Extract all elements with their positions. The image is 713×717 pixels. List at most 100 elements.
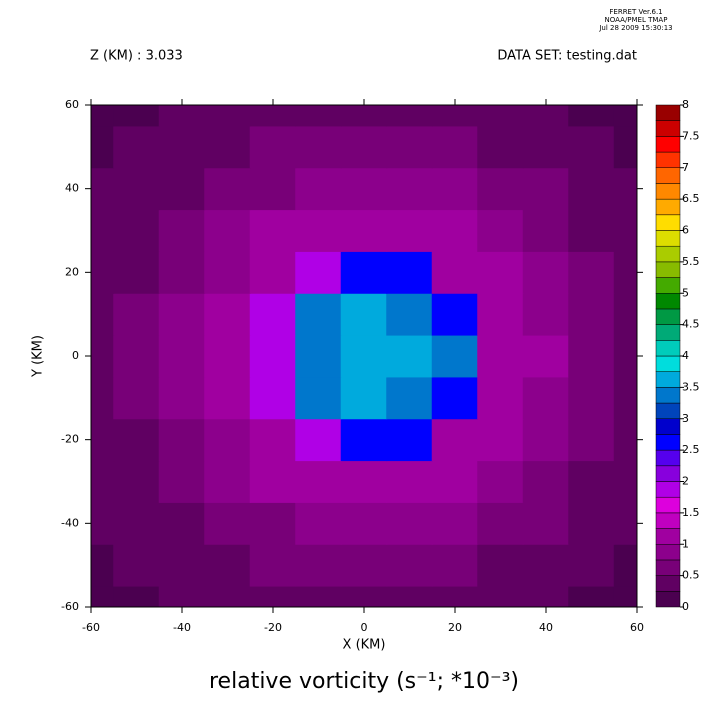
colorbar-swatch bbox=[655, 277, 681, 294]
contour-cell bbox=[249, 585, 297, 607]
contour-cell bbox=[477, 334, 524, 378]
colorbar-tick-label: 1 bbox=[682, 537, 689, 550]
contour-cell bbox=[522, 105, 570, 127]
colorbar-tick-label: 6 bbox=[682, 224, 689, 237]
contour-cell bbox=[113, 418, 160, 462]
contour-cell bbox=[613, 418, 637, 462]
contour-cell bbox=[477, 376, 524, 420]
contour-cell bbox=[522, 585, 570, 607]
contour-cell bbox=[249, 376, 297, 420]
contour-cell bbox=[568, 418, 615, 462]
contour-cell bbox=[477, 460, 524, 503]
contour-cell bbox=[249, 543, 297, 587]
contour-cell bbox=[249, 501, 297, 545]
contour-cell bbox=[113, 460, 160, 503]
contour-cell bbox=[91, 250, 115, 294]
contour-cell bbox=[522, 418, 570, 462]
contour-cell bbox=[340, 334, 388, 378]
contour-cell bbox=[340, 418, 388, 462]
contour-cell bbox=[477, 209, 524, 252]
colorbar-swatch bbox=[655, 198, 681, 216]
colorbar-tick-label: 6.5 bbox=[682, 192, 700, 205]
contour-cell bbox=[386, 105, 433, 127]
contour-cell bbox=[158, 292, 206, 336]
x-tick-label: -60 bbox=[82, 621, 100, 634]
colorbar-swatch bbox=[655, 387, 681, 404]
contour-cell bbox=[249, 460, 297, 503]
contour-cell bbox=[613, 460, 637, 503]
contour-cell bbox=[568, 105, 615, 127]
contour-cell bbox=[158, 501, 206, 545]
chart-title: relative vorticity (s⁻¹; *10⁻³) bbox=[209, 669, 519, 694]
contour-cell bbox=[91, 460, 115, 503]
y-tick-label: 40 bbox=[65, 182, 79, 195]
contour-cell bbox=[431, 418, 479, 462]
contour-cell bbox=[386, 418, 433, 462]
contour-cell bbox=[613, 167, 637, 211]
colorbar-tick-label: 3 bbox=[682, 412, 689, 425]
contour-cell bbox=[386, 376, 433, 420]
contour-cell bbox=[386, 543, 433, 587]
contour-cell bbox=[91, 125, 115, 169]
contour-cell bbox=[386, 501, 433, 545]
contour-cell bbox=[91, 334, 115, 378]
contour-cell bbox=[204, 105, 251, 127]
contour-cell bbox=[431, 334, 479, 378]
colorbar-tick-label: 7.5 bbox=[682, 129, 700, 142]
contour-cell bbox=[295, 125, 342, 169]
contour-cell bbox=[431, 250, 479, 294]
contour-cell bbox=[204, 543, 251, 587]
contour-cell bbox=[568, 460, 615, 503]
contour-cell bbox=[204, 460, 251, 503]
contour-cell bbox=[249, 418, 297, 462]
colorbar-swatch bbox=[655, 151, 681, 168]
colorbar-tick-label: 5 bbox=[682, 286, 689, 299]
colorbar-swatch bbox=[655, 214, 681, 231]
subtitle-left: Z (KM) : 3.033 bbox=[90, 49, 183, 64]
colorbar-tick-label: 1.5 bbox=[682, 506, 700, 519]
contour-cell bbox=[477, 543, 524, 587]
contour-cell bbox=[613, 334, 637, 378]
colorbar-tick-label: 3.5 bbox=[682, 380, 700, 393]
colorbar-tick-label: 5.5 bbox=[682, 255, 700, 268]
contour-cell bbox=[568, 125, 615, 169]
x-axis-label: X (KM) bbox=[343, 638, 386, 653]
contour-cell bbox=[568, 209, 615, 252]
colorbar-swatch bbox=[655, 528, 681, 545]
contour-cell bbox=[158, 460, 206, 503]
contour-cell bbox=[158, 209, 206, 252]
contour-cell bbox=[113, 334, 160, 378]
colorbar-swatch bbox=[655, 496, 681, 514]
contour-cell bbox=[204, 501, 251, 545]
contour-cell bbox=[91, 585, 115, 607]
contour-cell bbox=[158, 167, 206, 211]
contour-cell bbox=[91, 167, 115, 211]
colorbar-swatch bbox=[655, 104, 681, 121]
colorbar-swatch bbox=[655, 575, 681, 592]
contour-cell bbox=[431, 501, 479, 545]
colorbar-swatch bbox=[655, 434, 681, 451]
contour-cell bbox=[204, 418, 251, 462]
contour-cell bbox=[158, 105, 206, 127]
contour-cell bbox=[613, 209, 637, 252]
contour-cell bbox=[477, 292, 524, 336]
colorbar-swatch bbox=[655, 324, 681, 341]
colorbar-swatch bbox=[655, 245, 681, 263]
contour-cell bbox=[386, 292, 433, 336]
contour-cell bbox=[158, 543, 206, 587]
contour-cell bbox=[295, 167, 342, 211]
colorbar-swatch bbox=[655, 559, 681, 576]
contour-cell bbox=[295, 418, 342, 462]
contour-cell bbox=[204, 585, 251, 607]
contour-cell bbox=[91, 418, 115, 462]
x-tick-label: -40 bbox=[173, 621, 191, 634]
contour-cell bbox=[158, 334, 206, 378]
contour-cell bbox=[431, 460, 479, 503]
contour-cell bbox=[568, 167, 615, 211]
contour-cell bbox=[91, 376, 115, 420]
contour-cell bbox=[249, 250, 297, 294]
colorbar-swatch bbox=[655, 402, 681, 419]
contour-cell bbox=[249, 167, 297, 211]
colorbar-swatch bbox=[655, 308, 681, 325]
